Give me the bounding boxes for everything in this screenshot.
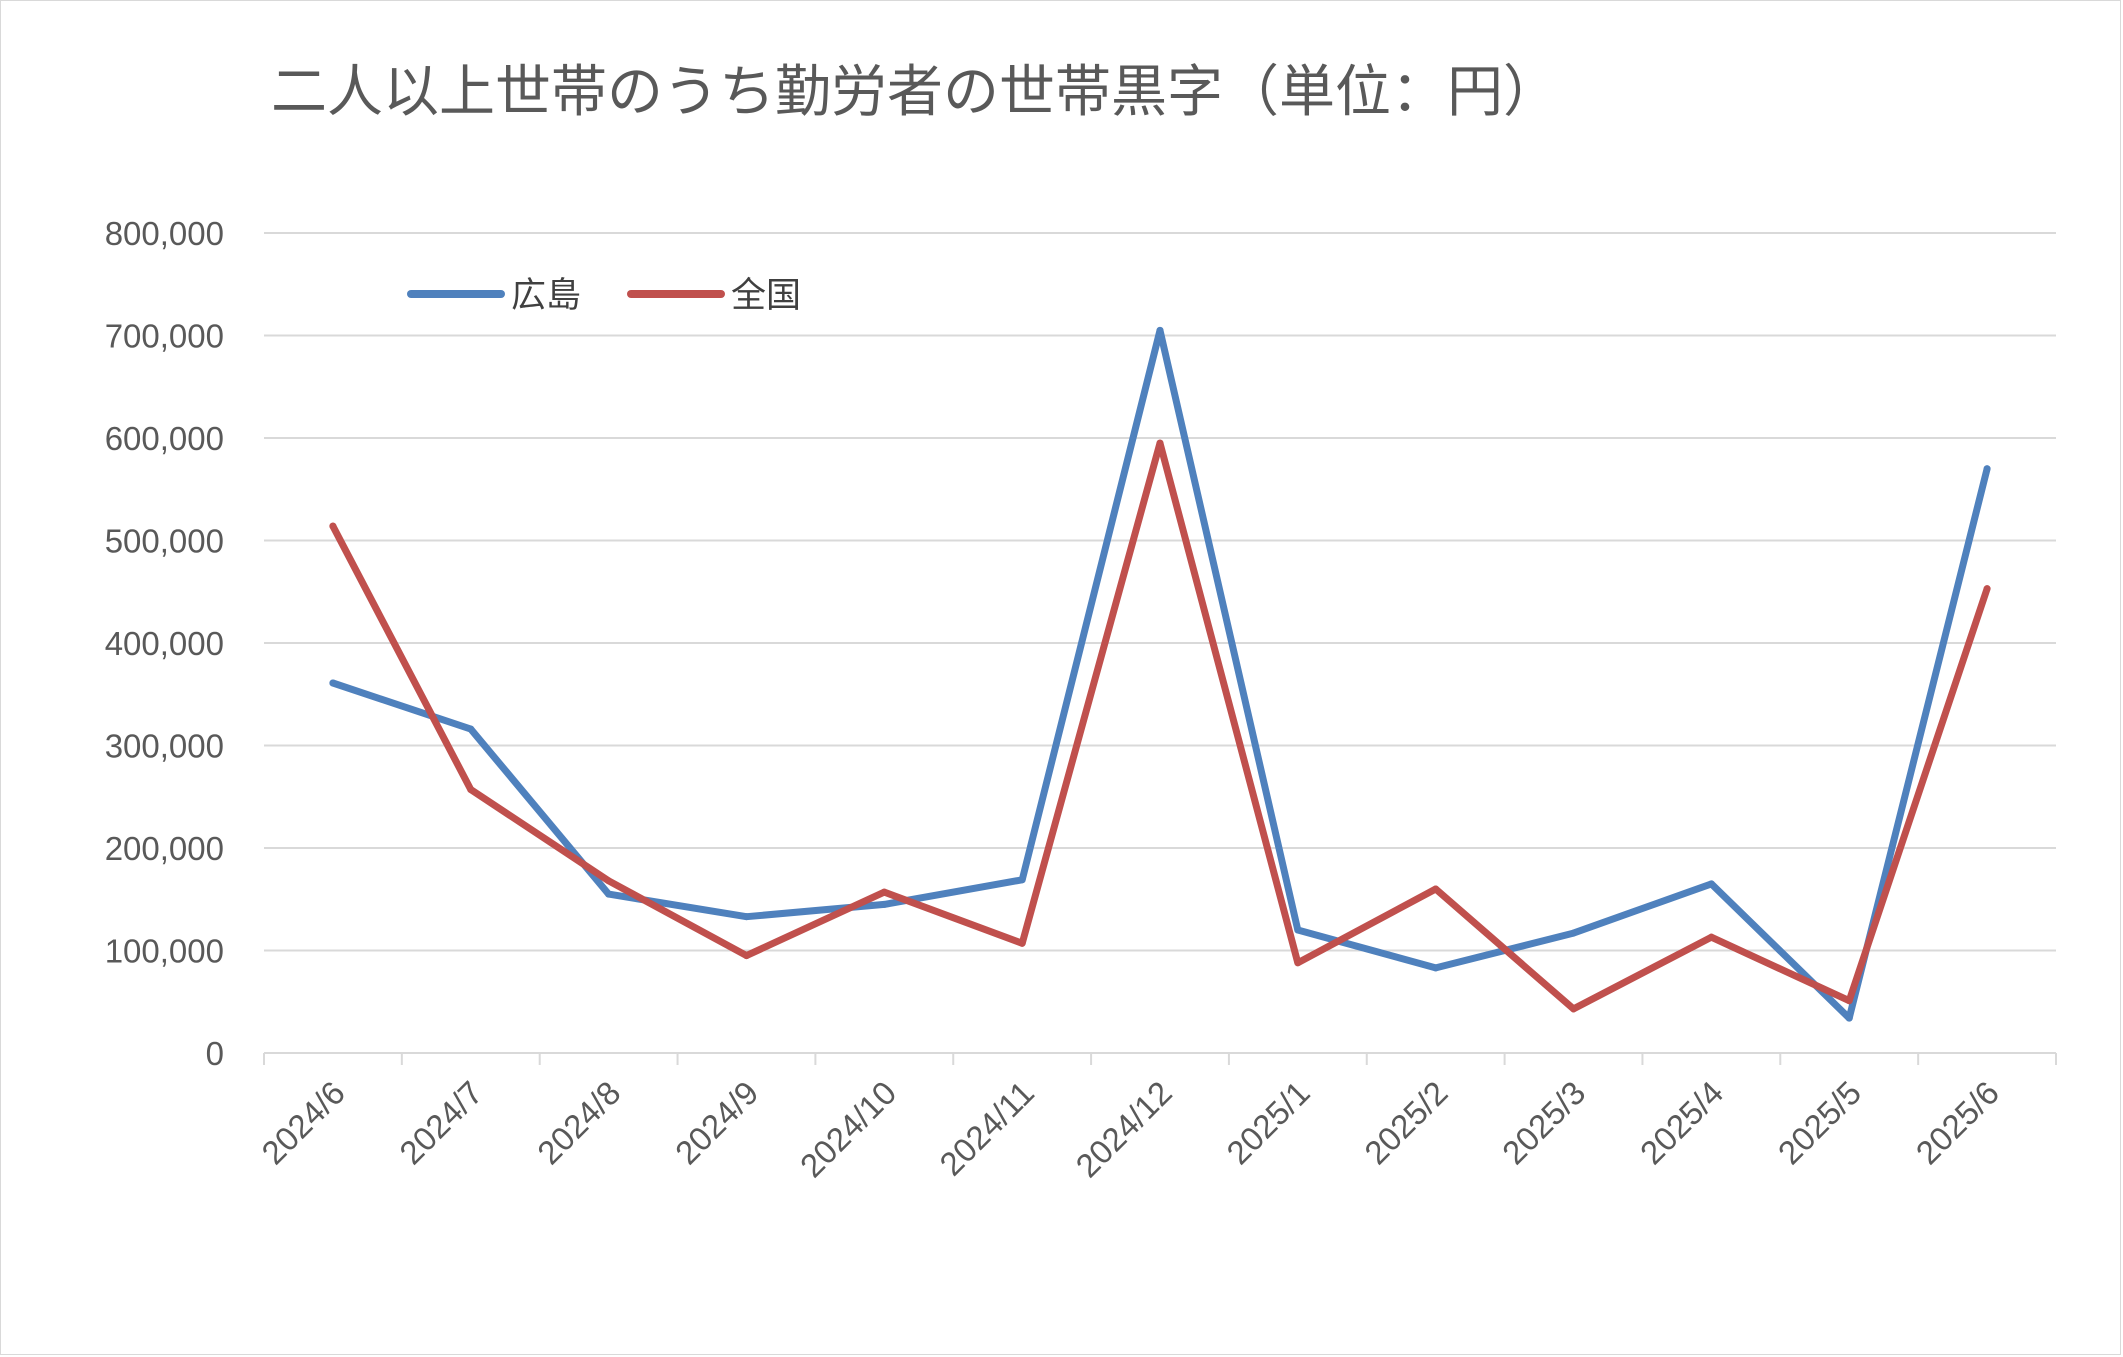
x-tick-label: 2025/5 <box>1771 1074 1869 1172</box>
data-point <box>605 877 613 885</box>
data-point <box>1570 1005 1578 1013</box>
data-point <box>1570 929 1578 937</box>
data-point <box>742 913 750 921</box>
y-tick-label: 300,000 <box>105 728 224 765</box>
x-tick-label: 2025/1 <box>1219 1074 1317 1172</box>
x-tick-label: 2024/7 <box>392 1074 490 1172</box>
data-point <box>1707 880 1715 888</box>
x-tick-label: 2024/11 <box>932 1074 1041 1183</box>
data-point <box>1983 585 1991 593</box>
x-tick-label: 2024/8 <box>530 1074 628 1172</box>
data-point <box>467 725 475 733</box>
x-tick-label: 2025/4 <box>1633 1074 1731 1172</box>
data-point <box>1156 439 1164 447</box>
data-point <box>1432 885 1440 893</box>
data-point <box>1845 997 1853 1005</box>
series-line <box>329 326 1991 1022</box>
axes: 0 100,000 200,000 300,000 400,000 500,000 600,… <box>105 215 2057 1185</box>
y-tick-label: 100,000 <box>105 933 224 970</box>
series-lines <box>329 326 1991 1022</box>
chart-title: 二人以上世帯のうち勤労者の世帯黒字（単位：円） <box>271 60 1559 125</box>
data-point <box>1432 964 1440 972</box>
legend-label: 広島 <box>511 276 581 316</box>
data-point <box>742 952 750 960</box>
y-tick-label: 200,000 <box>105 830 224 867</box>
data-point <box>1845 1014 1853 1022</box>
data-point <box>1983 465 1991 473</box>
x-tick-label: 2025/6 <box>1908 1074 2006 1172</box>
legend-label: 全国 <box>731 276 801 316</box>
data-point <box>880 900 888 908</box>
x-tick-label: 2024/9 <box>668 1074 766 1172</box>
data-point <box>1018 876 1026 884</box>
x-tick-label: 2024/12 <box>1068 1074 1179 1185</box>
data-point <box>1707 933 1715 941</box>
data-point <box>605 890 613 898</box>
y-tick-label: 0 <box>206 1035 224 1072</box>
data-point <box>1294 959 1302 967</box>
data-point <box>1018 939 1026 947</box>
legend: 広島 全国 <box>407 276 801 316</box>
series-line <box>329 439 1991 1013</box>
y-tick-label: 600,000 <box>105 420 224 457</box>
y-tick-label: 800,000 <box>105 215 224 252</box>
x-tick-label: 2025/2 <box>1357 1074 1455 1172</box>
y-tick-label: 500,000 <box>105 523 224 560</box>
x-tick-label: 2024/10 <box>793 1074 904 1185</box>
y-tick-label: 400,000 <box>105 625 224 662</box>
x-tick-label: 2024/6 <box>254 1074 352 1172</box>
x-tick-label: 2025/3 <box>1495 1074 1593 1172</box>
data-point <box>1294 926 1302 934</box>
data-point <box>329 522 337 530</box>
data-point <box>1156 326 1164 334</box>
y-tick-label: 700,000 <box>105 318 224 355</box>
data-point <box>467 786 475 794</box>
data-point <box>880 888 888 896</box>
data-point <box>329 679 337 687</box>
